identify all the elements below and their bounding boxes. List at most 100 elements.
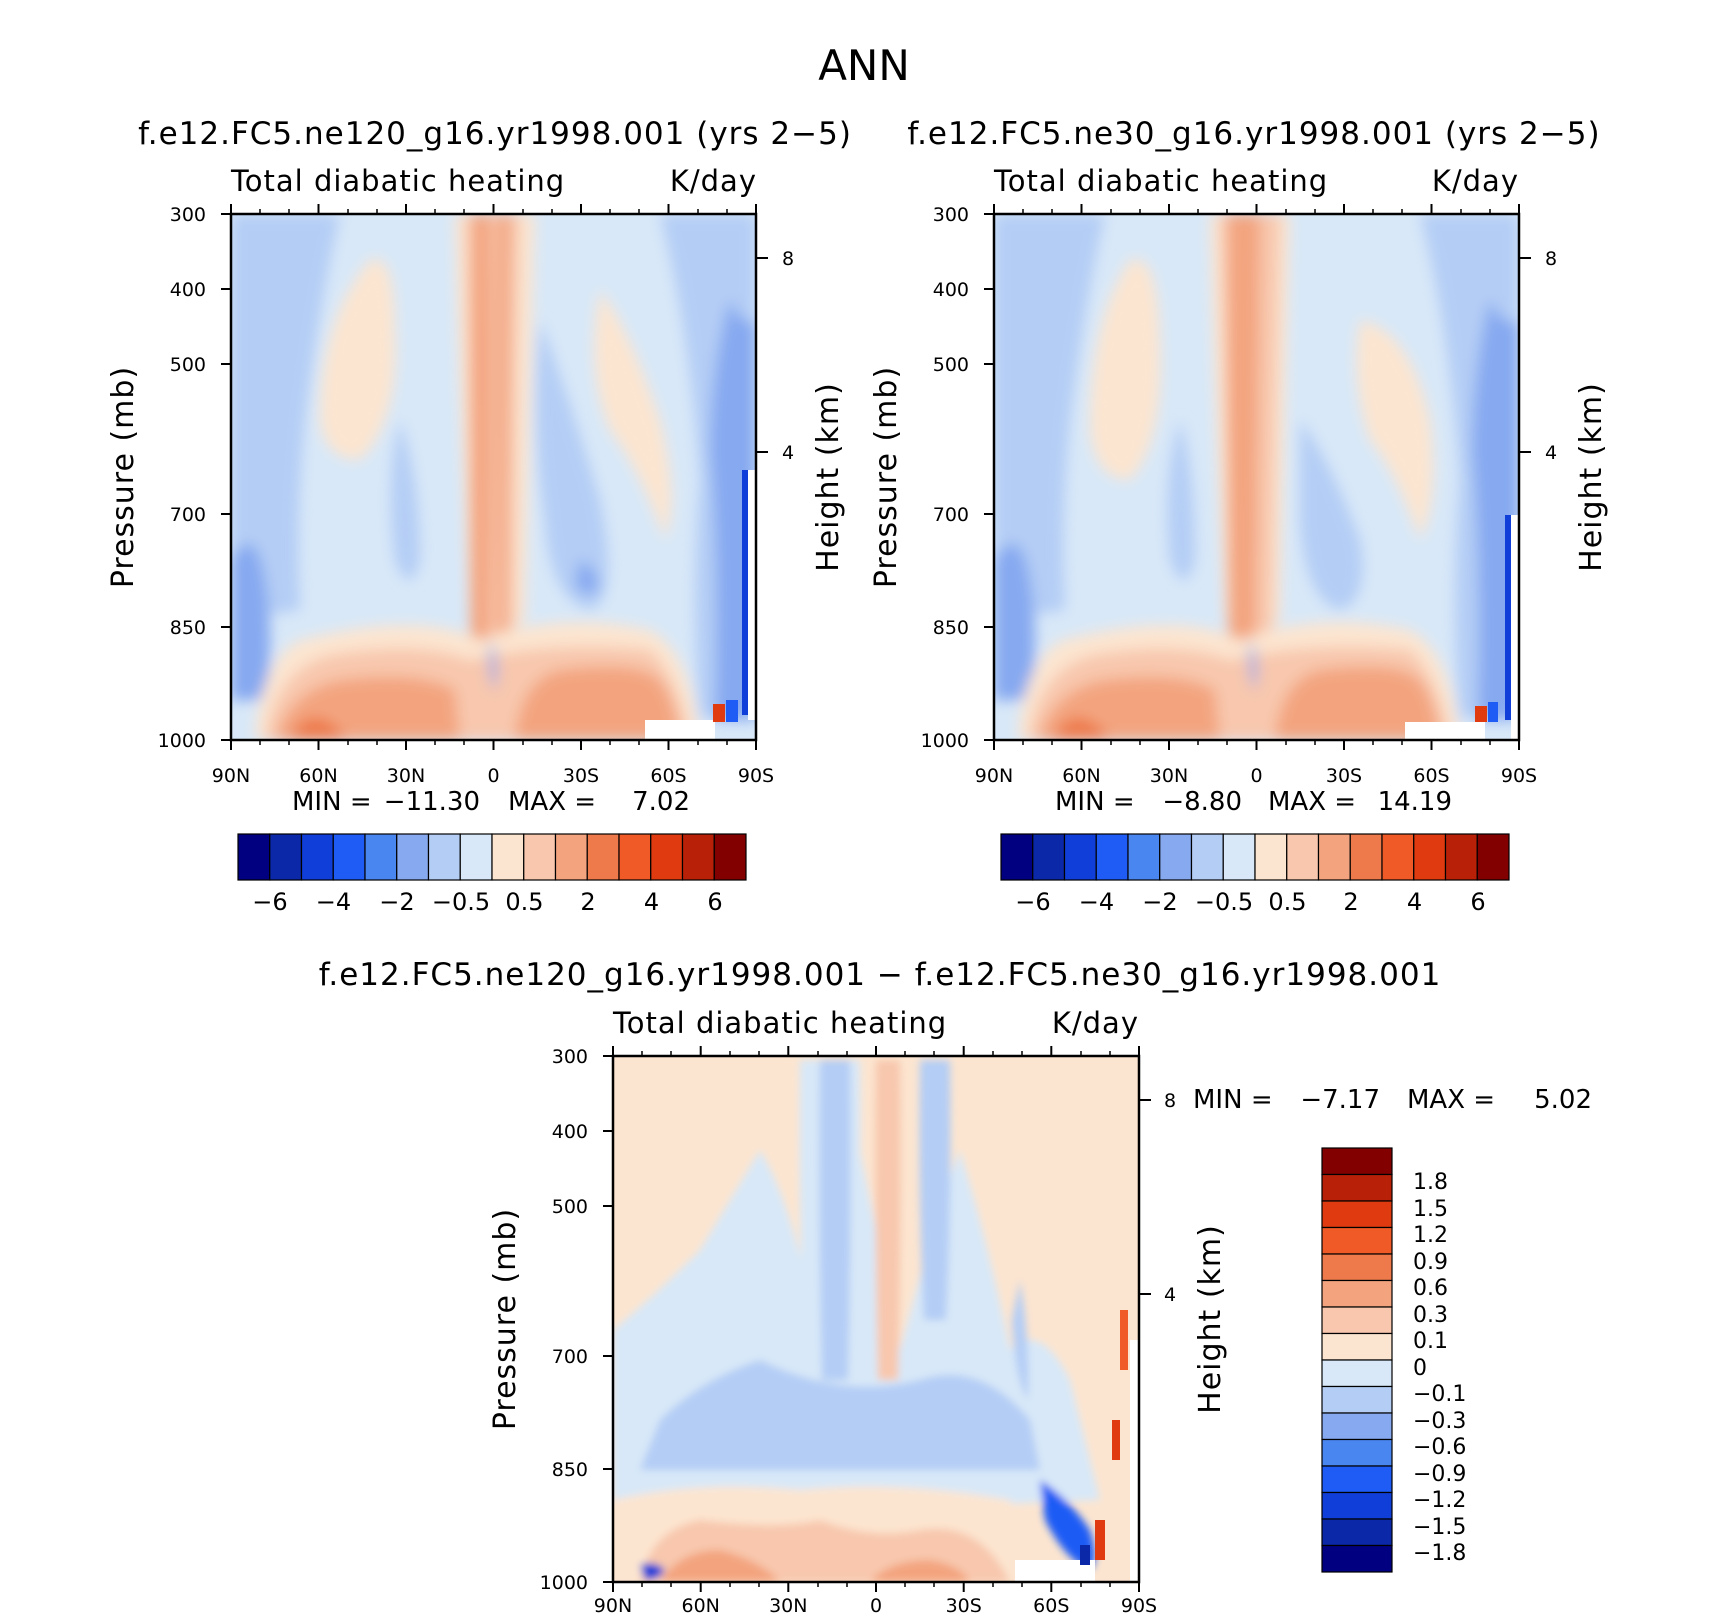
contour-field: [231, 214, 756, 740]
y-tick-label: 700: [170, 504, 206, 526]
x-axis-minor-ticks: [641, 1051, 1111, 1587]
colorbar-swatch: [1159, 833, 1193, 881]
colorbar-swatch: [1444, 833, 1478, 881]
colorbar-swatch: [1321, 1147, 1393, 1176]
colorbar-label: 0.6: [1413, 1276, 1448, 1301]
y-right-axis-label: Height (km): [811, 382, 846, 572]
x-axis-minor-ticks: [1022, 209, 1491, 745]
x-tick-label: 60S: [1413, 765, 1449, 787]
colorbar-label: −6: [1015, 888, 1050, 916]
colorbar-swatch: [1095, 833, 1129, 881]
chart-subtitle: Total diabatic heating: [612, 1006, 947, 1040]
y-tick-label: 400: [933, 279, 969, 301]
x-tick-labels: 90N 60N 30N 0 30S 60S 90S: [594, 1595, 1157, 1616]
colorbar-swatch: [713, 833, 747, 881]
x-tick-label: 0: [1250, 765, 1262, 787]
x-tick-label: 60N: [299, 765, 337, 787]
y-tick-label: 850: [170, 617, 206, 639]
y-tick-label: 1000: [158, 730, 206, 752]
y-right-tick-label: 4: [782, 442, 794, 464]
x-axis-ticks: [612, 1046, 1140, 1592]
y-tick-labels: 300 400 500 700 850 1000: [540, 1046, 588, 1594]
min-label: MIN =: [1055, 787, 1135, 817]
colorbar-swatch: [1190, 833, 1224, 881]
colorbar-swatch: [1321, 1253, 1393, 1282]
colorbar-swatch: [1321, 1359, 1393, 1388]
min-value: −8.80: [1162, 787, 1242, 817]
chart-units: K/day: [670, 164, 757, 198]
stats-readout: MIN = −11.30 MAX = 7.02: [292, 787, 690, 817]
x-tick-label: 30N: [769, 1595, 807, 1616]
x-tick-label: 60N: [1062, 765, 1100, 787]
x-axis-minor-ticks: [259, 209, 728, 745]
colorbar-swatch: [1317, 833, 1351, 881]
colorbar-labels: 1.8 1.5 1.2 0.9 0.6 0.3 0.1 0 −0.1 −0.3 …: [1413, 1170, 1466, 1566]
y-right-tick-labels: 8 4: [1164, 1090, 1176, 1306]
colorbar-swatch: [1321, 1438, 1393, 1467]
colorbar-label: 0.3: [1413, 1303, 1448, 1328]
y-tick-labels: 300 400 500 700 850 1000: [921, 204, 969, 752]
colorbar-swatch: [1381, 833, 1415, 881]
colorbar-label: 0.9: [1413, 1250, 1448, 1275]
colorbar-swatch: [1254, 833, 1288, 881]
chart-subtitle: Total diabatic heating: [230, 164, 565, 198]
x-axis-ticks: [230, 204, 757, 750]
colorbar-label: 6: [1470, 888, 1485, 916]
colorbar-swatches: [237, 833, 747, 881]
chart-units: K/day: [1432, 164, 1519, 198]
y-axis-ticks: [221, 213, 768, 741]
colorbar-swatch: [1321, 1465, 1393, 1494]
colorbar-swatch: [1000, 833, 1034, 881]
colorbar-swatch: [1321, 1173, 1393, 1202]
stats-readout: MIN = −8.80 MAX = 14.19: [1055, 787, 1452, 817]
colorbar-label: −1.2: [1413, 1488, 1466, 1513]
colorbar-label: 4: [644, 888, 659, 916]
colorbar-label: −0.5: [432, 888, 490, 916]
min-label: MIN =: [1193, 1085, 1273, 1115]
x-tick-label: 60S: [650, 765, 686, 787]
x-axis-ticks: [993, 204, 1520, 750]
x-tick-label: 30S: [563, 765, 599, 787]
colorbar-swatch: [1321, 1544, 1393, 1573]
colorbar-swatch: [1321, 1332, 1393, 1361]
colorbar-label: −6: [252, 888, 287, 916]
colorbar: −6 −4 −2 −0.5 0.5 2 4 6: [1000, 833, 1510, 916]
colorbar-label: 0: [1413, 1356, 1427, 1381]
chart-title: f.e12.FC5.ne120_g16.yr1998.001 − f.e12.F…: [319, 957, 1442, 993]
y-tick-label: 1000: [921, 730, 969, 752]
min-value: −7.17: [1300, 1085, 1380, 1115]
colorbar-label: −0.6: [1413, 1435, 1466, 1460]
y-tick-label: 500: [933, 354, 969, 376]
min-value: −11.30: [384, 787, 480, 817]
chart-subtitle: Total diabatic heating: [993, 164, 1328, 198]
colorbar-label: −1.8: [1413, 1541, 1466, 1566]
colorbar-label: 1.8: [1413, 1170, 1448, 1195]
y-right-tick-label: 8: [1545, 248, 1557, 270]
chart-panel-ne30: f.e12.FC5.ne30_g16.yr1998.001 (yrs 2−5) …: [869, 116, 1609, 916]
x-tick-label: 30N: [387, 765, 425, 787]
chart-panel-difference: f.e12.FC5.ne120_g16.yr1998.001 − f.e12.F…: [319, 957, 1592, 1616]
x-tick-labels: 90N 60N 30N 0 30S 60S 90S: [975, 765, 1537, 787]
y-right-tick-labels: 8 4: [1545, 248, 1557, 464]
colorbar-swatch: [332, 833, 366, 881]
x-tick-label: 90S: [738, 765, 774, 787]
max-label: MAX =: [508, 787, 596, 817]
y-right-tick-label: 8: [782, 248, 794, 270]
colorbar-label: 1.2: [1413, 1223, 1448, 1248]
colorbar-swatch: [1476, 833, 1510, 881]
y-right-axis-label: Height (km): [1574, 382, 1609, 572]
colorbar-swatch: [1321, 1412, 1393, 1441]
colorbar-swatch: [1127, 833, 1161, 881]
colorbar-swatch: [1321, 1279, 1393, 1308]
y-right-axis-label: Height (km): [1193, 1224, 1228, 1414]
colorbar-swatches: [1321, 1147, 1393, 1573]
y-axis-label: Pressure (mb): [106, 366, 141, 588]
x-tick-label: 60N: [682, 1595, 720, 1616]
colorbar-label: −4: [316, 888, 351, 916]
y-tick-label: 400: [170, 279, 206, 301]
colorbar-swatch: [1032, 833, 1066, 881]
min-label: MIN =: [292, 787, 372, 817]
chart-title: f.e12.FC5.ne30_g16.yr1998.001 (yrs 2−5): [907, 116, 1600, 152]
colorbar-swatch: [269, 833, 303, 881]
colorbar-label: −2: [379, 888, 414, 916]
